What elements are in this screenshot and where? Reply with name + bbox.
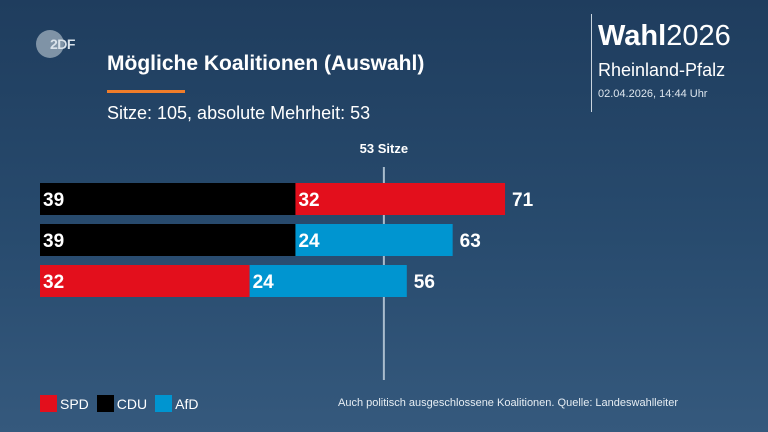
bar-value-label: 39 (43, 231, 64, 252)
bar-segment-cdu (40, 224, 296, 256)
bar-total-label: 71 (512, 190, 534, 211)
bar-value-label: 39 (43, 190, 64, 211)
chart-subtitle: Sitze: 105, absolute Mehrheit: 53 (107, 103, 371, 123)
title-accent-line (107, 90, 185, 93)
legend-swatch-afd (155, 395, 173, 412)
brand-divider (591, 14, 592, 112)
zdf-logo-text: 2DF (50, 36, 75, 52)
zdf-logo (36, 30, 64, 58)
timestamp: 02.04.2026, 14:44 Uhr (598, 88, 708, 100)
source-footnote: Auch politisch ausgeschlossene Koalition… (338, 397, 678, 409)
bar-segment-afd (295, 224, 453, 256)
legend-label-cdu: CDU (116, 395, 148, 412)
bar-total-label: 63 (460, 231, 481, 252)
legend-label-afd: AfD (175, 395, 199, 412)
wordmark-bold: Wahl (598, 20, 667, 52)
bar-value-label: 24 (298, 231, 320, 252)
bar-segment-spd (295, 183, 506, 215)
bar-total-label: 56 (414, 272, 435, 293)
legend-swatch-cdu (96, 395, 114, 412)
legend: SPD CDU AfD (40, 395, 206, 412)
bar-value-label: 32 (298, 190, 319, 211)
election-wordmark: Wahl2026 (598, 20, 731, 53)
wordmark-year: 2026 (666, 20, 731, 52)
majority-label: 53 Sitze (360, 141, 408, 156)
bar-value-label: 32 (43, 272, 64, 293)
bar-segment-cdu (40, 183, 296, 215)
region-label: Rheinland-Pfalz (598, 60, 726, 80)
bar-segment-afd (249, 265, 407, 297)
bar-segment-spd (40, 265, 250, 297)
chart-title: Mögliche Koalitionen (Auswahl) (107, 52, 425, 75)
legend-swatch-spd (40, 395, 57, 412)
bar-value-label: 24 (253, 272, 275, 293)
legend-item-cdu: CDU (96, 395, 148, 412)
legend-item-afd: AfD (155, 395, 198, 412)
legend-item-spd: SPD (40, 395, 89, 412)
legend-label-spd: SPD (60, 395, 89, 412)
